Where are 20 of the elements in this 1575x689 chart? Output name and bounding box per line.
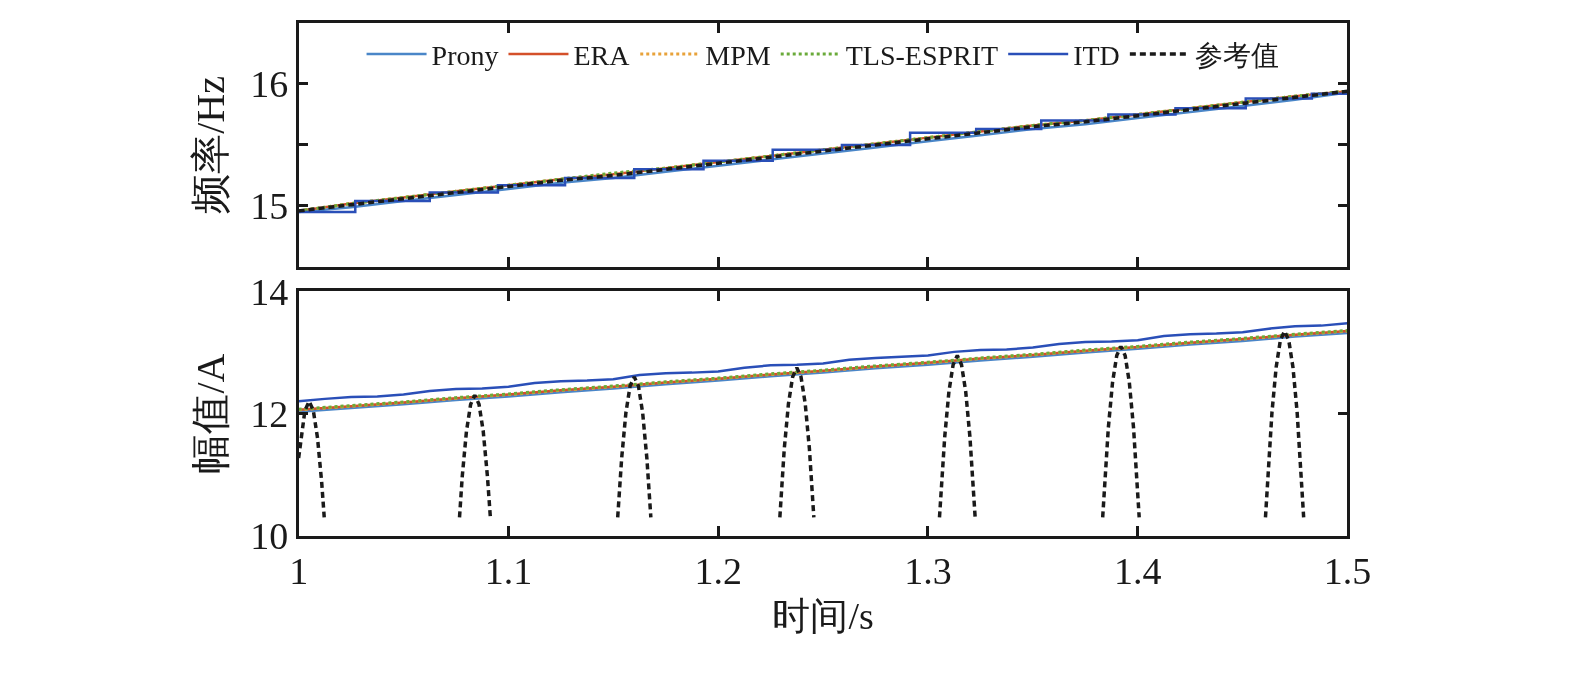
x-tick-label: 1.4 xyxy=(1113,549,1162,592)
y-axis-title: 幅值/A xyxy=(187,353,233,474)
y-tick-label: 16 xyxy=(250,63,289,106)
legend-label: 参考值 xyxy=(1194,39,1279,71)
x-tick-label: 1.1 xyxy=(484,549,533,592)
y-tick-label: 15 xyxy=(250,185,289,228)
x-tick-label: 1.3 xyxy=(904,549,952,592)
x-tick-label: 1.5 xyxy=(1323,549,1372,592)
legend-label: Prony xyxy=(431,39,499,71)
y-tick-label: 14 xyxy=(250,270,289,313)
legend-label: ERA xyxy=(573,39,631,71)
y-axis-title: 频率/Hz xyxy=(187,76,233,214)
legend-label: ITD xyxy=(1073,39,1120,71)
y-tick-label: 12 xyxy=(250,392,289,435)
legend-label: TLS-ESPRIT xyxy=(845,39,999,71)
legend-label: MPM xyxy=(705,39,771,71)
y-tick-label: 10 xyxy=(250,514,289,557)
x-tick-label: 1 xyxy=(289,549,309,592)
x-axis-title: 时间/s xyxy=(772,595,874,638)
x-tick-label: 1.2 xyxy=(694,549,742,592)
